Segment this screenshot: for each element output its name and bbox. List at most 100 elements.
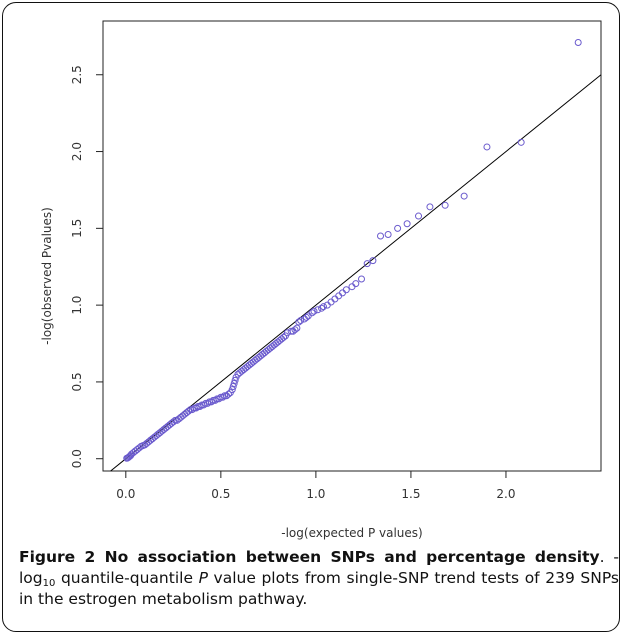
- data-point: [293, 324, 301, 332]
- data-point: [264, 346, 272, 354]
- data-point: [236, 369, 244, 377]
- caption-italic-p: P: [198, 569, 208, 587]
- y-axis-label: -log(observed Pvalues): [40, 207, 54, 345]
- data-point: [483, 143, 491, 151]
- data-point: [280, 333, 288, 341]
- data-point: [230, 379, 238, 387]
- data-points: [123, 39, 582, 462]
- data-point: [205, 398, 213, 406]
- data-point: [327, 298, 335, 306]
- data-point: [217, 393, 225, 401]
- data-point: [261, 349, 269, 357]
- caption-title-end: .: [599, 548, 605, 566]
- data-point: [363, 260, 371, 268]
- data-point: [262, 347, 270, 355]
- data-point: [257, 352, 265, 360]
- data-point: [358, 275, 366, 283]
- data-point: [272, 340, 280, 348]
- reference-line: [110, 74, 602, 472]
- data-point: [331, 295, 339, 303]
- data-point: [394, 224, 402, 232]
- data-point: [314, 306, 322, 314]
- caption-title: Figure 2 No association between SNPs and…: [19, 548, 600, 566]
- axes: 0.0 0.5 1.0 1.5 2.0 0.0 0.5 1.0 1.5 2.0 2.5: [70, 20, 602, 501]
- data-point: [259, 350, 267, 358]
- data-point: [243, 363, 251, 371]
- data-point: [460, 192, 468, 200]
- data-point: [342, 286, 350, 294]
- plot-box: [102, 20, 602, 472]
- data-point: [224, 390, 232, 398]
- qq-plot: 0.0 0.5 1.0 1.5 2.0 0.0 0.5 1.0 1.5 2.0 2.5 -log(e…: [40, 20, 602, 540]
- y-tick-label: 2.0: [70, 142, 84, 161]
- data-point: [221, 392, 229, 400]
- caption-text-2: value plots from single-SNP trend tests …: [19, 569, 619, 608]
- data-point: [441, 201, 449, 209]
- data-point: [266, 344, 274, 352]
- data-point: [302, 313, 310, 321]
- data-point: [185, 407, 193, 415]
- data-point: [181, 410, 189, 418]
- caption-log-subscript: 10: [42, 578, 56, 589]
- data-point: [338, 289, 346, 297]
- data-point: [403, 220, 411, 228]
- data-point: [377, 232, 385, 240]
- x-axis-label: -log(expected P values): [281, 526, 422, 540]
- data-point: [253, 355, 261, 363]
- data-point: [278, 335, 286, 343]
- data-point: [190, 404, 198, 412]
- data-point: [318, 304, 326, 312]
- data-point: [304, 312, 312, 320]
- data-point: [231, 376, 239, 384]
- y-tick-label: 1.0: [70, 296, 84, 315]
- caption-log-prefix: -log: [19, 548, 619, 587]
- data-point: [249, 358, 257, 366]
- data-point: [247, 359, 255, 367]
- data-point: [175, 415, 183, 423]
- data-point: [143, 439, 151, 447]
- data-point: [188, 406, 196, 414]
- data-point: [352, 280, 360, 288]
- data-point: [300, 315, 308, 323]
- data-point: [574, 39, 582, 47]
- x-tick-label: 0.5: [211, 487, 230, 501]
- data-point: [183, 409, 191, 417]
- data-point: [213, 395, 221, 403]
- y-tick-label: 2.5: [70, 65, 84, 84]
- data-point: [426, 203, 434, 211]
- data-point: [209, 396, 217, 404]
- data-point: [198, 401, 206, 409]
- x-tick-label: 1.5: [401, 487, 420, 501]
- x-tick-label: 1.0: [306, 487, 325, 501]
- data-point: [202, 399, 210, 407]
- data-point: [319, 303, 327, 311]
- data-point: [173, 416, 181, 424]
- data-point: [297, 316, 305, 324]
- data-point: [240, 366, 248, 374]
- x-tick-label: 2.0: [496, 487, 515, 501]
- y-tick-label: 0.5: [70, 372, 84, 391]
- y-tick-label: 1.5: [70, 219, 84, 238]
- data-point: [415, 212, 423, 220]
- data-point: [517, 138, 525, 146]
- data-point: [348, 283, 356, 291]
- reference-line-group: [110, 74, 602, 472]
- data-point: [123, 454, 131, 462]
- figure-caption: Figure 2 No association between SNPs and…: [19, 547, 619, 610]
- data-point: [177, 413, 185, 421]
- data-point: [268, 343, 276, 351]
- data-point: [179, 412, 187, 420]
- data-point: [238, 367, 246, 375]
- data-point: [270, 341, 278, 349]
- data-point: [251, 356, 259, 364]
- data-point: [295, 318, 303, 326]
- data-point: [384, 230, 392, 238]
- y-tick-label: 0.0: [70, 449, 84, 468]
- data-point: [242, 364, 250, 372]
- data-point: [194, 402, 202, 410]
- data-point: [291, 326, 299, 334]
- data-point: [369, 257, 377, 265]
- data-point: [287, 327, 295, 335]
- data-point: [232, 373, 240, 381]
